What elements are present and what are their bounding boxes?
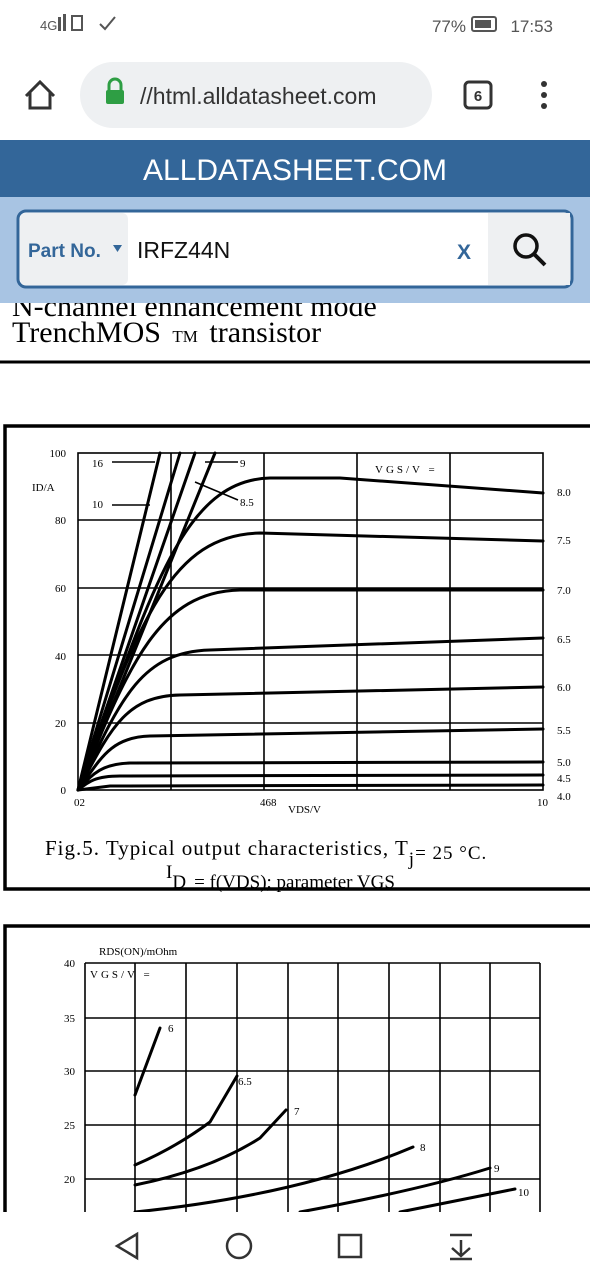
fig5-grid [77,452,544,791]
clock: 17:53 [510,17,553,36]
back-button[interactable] [114,1231,139,1261]
downloads-button[interactable] [450,1233,472,1261]
curve-label: 5.0 [557,757,571,769]
curve-label: 8.0 [557,487,571,499]
recents-button[interactable] [337,1233,363,1259]
heading-cut: N-channel enhancement mode [12,290,377,323]
fig5-curves [76,451,545,792]
curve-label: 7 [294,1106,300,1118]
search-label[interactable]: Part No. [28,241,101,262]
home-nav-button[interactable] [225,1232,253,1260]
curve-label: 5.5 [557,725,571,737]
curve-label: 4.5 [557,773,571,785]
menu-button[interactable] [541,103,547,109]
browser-toolbar: //html.alldatasheet.com 6 [24,62,547,128]
heading: TrenchMOS TM transistor [12,316,321,349]
curve-label: 9 [494,1163,500,1175]
y-axis-label: RDS(ON)/mOhm [99,946,178,958]
network: 4G [40,18,57,33]
legend-title: VGS/V = [375,464,438,476]
y-tick-label: 20 [55,718,67,730]
tabs-button[interactable] [463,80,493,110]
fig5-caption: Fig.5. Typical output characteristics, T… [45,836,487,870]
url-bar[interactable] [80,62,432,128]
curve-label: 6.5 [238,1076,252,1088]
curve-label: 8 [420,1142,426,1154]
curve-label: 6.5 [557,634,571,646]
x-axis-label: VDS/V [288,804,321,816]
y-tick-label: 60 [55,583,67,595]
y-tick-label: 40 [64,958,76,970]
curve-label: 6.0 [557,682,571,694]
site-banner [0,140,590,197]
nav-bar [0,1212,590,1280]
y-tick-label: 0 [61,785,67,797]
tab-count: 6 [474,88,482,105]
figure-frame [3,424,590,891]
x-tick-label: 02 [74,797,85,809]
y-tick-label: 80 [55,515,67,527]
status-bar: 4G 77% 17:53 [40,14,553,36]
y-tick-label: 35 [64,1013,76,1025]
curve-label: 6 [168,1023,174,1035]
y-tick-label: 25 [64,1120,76,1132]
x-tick-label: 468 [260,797,277,809]
curve-label: 7.0 [557,585,571,597]
y-tick-label: 30 [64,1066,76,1078]
search-input[interactable]: IRFZ44N [137,237,230,263]
fig5-caption-2: ID = f(VDS); parameter VGS [166,862,395,893]
clear-button[interactable]: X [457,241,471,264]
document: N-channel enhancement mode TrenchMOS TM … [0,290,590,1280]
y-tick-label: 100 [50,448,67,460]
curve-label: 16 [92,458,104,470]
curve-label: 10 [518,1187,530,1199]
curve-label: 8.5 [240,497,254,509]
curve-label: 4.0 [557,791,571,803]
search-box [16,209,574,289]
y-axis-label: ID/A [32,482,55,494]
curve-label: 7.5 [557,535,571,547]
curve-label: 10 [92,499,104,511]
figure-frame [3,924,590,1280]
y-tick-label: 20 [64,1174,76,1186]
fig6-grid [84,962,541,1212]
curve-label: 9 [240,458,246,470]
home-button[interactable] [24,79,56,110]
legend-title: VGS/V = [90,969,153,981]
y-tick-label: 40 [55,651,67,663]
search-button[interactable] [488,213,570,285]
site-title: ALLDATASHEET.COM [143,154,447,187]
fig6-curves [133,1026,517,1214]
battery-level: 77% [432,17,466,36]
x-tick-label: 10 [537,797,549,809]
url: //html.alldatasheet.com [140,83,377,109]
